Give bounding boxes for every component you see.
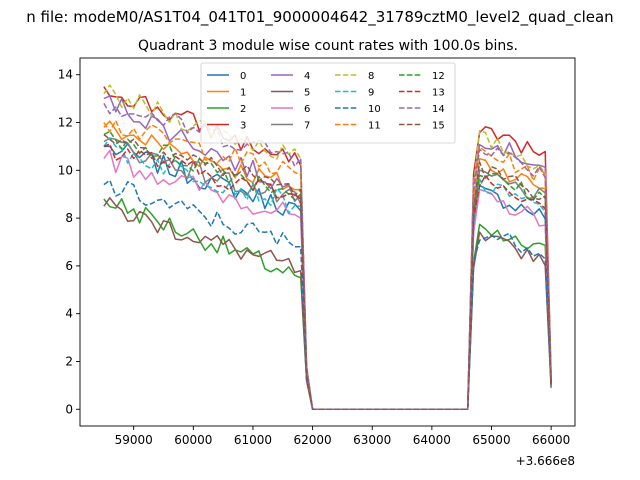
y-tick-label: 0: [65, 402, 73, 416]
y-tick-label: 4: [65, 307, 73, 321]
series-line-13: [103, 143, 552, 411]
legend-label-3: 3: [240, 121, 246, 132]
legend-label-1: 1: [240, 88, 246, 99]
x-tick-label: 60000: [174, 433, 212, 447]
legend-label-7: 7: [304, 121, 310, 132]
series-line-11: [103, 119, 552, 411]
series-line-1: [103, 120, 552, 411]
legend-label-13: 13: [432, 88, 445, 99]
y-tick-label: 2: [65, 354, 73, 368]
x-tick-label: 59000: [115, 433, 153, 447]
legend-label-4: 4: [304, 71, 310, 82]
y-tick-label: 6: [65, 259, 73, 273]
x-offset-label: +3.666e8: [516, 454, 575, 468]
legend-box: [200, 62, 456, 144]
legend-label-10: 10: [368, 104, 381, 115]
x-tick-label: 61000: [234, 433, 272, 447]
legend-label-14: 14: [432, 104, 445, 115]
legend-label-12: 12: [432, 71, 445, 82]
series-line-8: [103, 84, 552, 411]
legend-label-6: 6: [304, 104, 310, 115]
x-tick-label: 65000: [472, 433, 510, 447]
x-tick-label: 63000: [353, 433, 391, 447]
x-tick-label: 64000: [413, 433, 451, 447]
series-line-10: [103, 179, 552, 411]
x-tick-label: 62000: [293, 433, 331, 447]
legend-label-15: 15: [432, 121, 445, 132]
axes: 59000 60000 61000 62000 63000 64000 65000 66000…: [58, 57, 576, 447]
y-tick-label: 12: [58, 116, 73, 130]
series-line-6: [103, 149, 552, 411]
legend-label-9: 9: [368, 88, 374, 99]
figure-suptitle: n file: modeM0/AS1T04_041T01_9000004642_…: [26, 8, 613, 27]
legend-label-0: 0: [240, 71, 246, 82]
y-tick-label: 14: [58, 68, 73, 82]
series-line-9: [103, 137, 552, 411]
legend-label-8: 8: [368, 71, 374, 82]
legend-label-11: 11: [368, 121, 381, 132]
plot-lines: [103, 84, 552, 411]
chart-title: Quadrant 3 module wise count rates with …: [138, 38, 518, 54]
y-tick-label: 10: [58, 163, 73, 177]
y-tick-label: 8: [65, 211, 73, 225]
series-line-15: [103, 133, 552, 411]
x-tick-label: 66000: [532, 433, 570, 447]
legend-label-5: 5: [304, 88, 310, 99]
series-line-5: [103, 197, 552, 411]
series-line-2: [103, 198, 552, 411]
legend-label-2: 2: [240, 104, 246, 115]
axes-frame: [79, 57, 576, 427]
series-line-0: [103, 143, 552, 411]
